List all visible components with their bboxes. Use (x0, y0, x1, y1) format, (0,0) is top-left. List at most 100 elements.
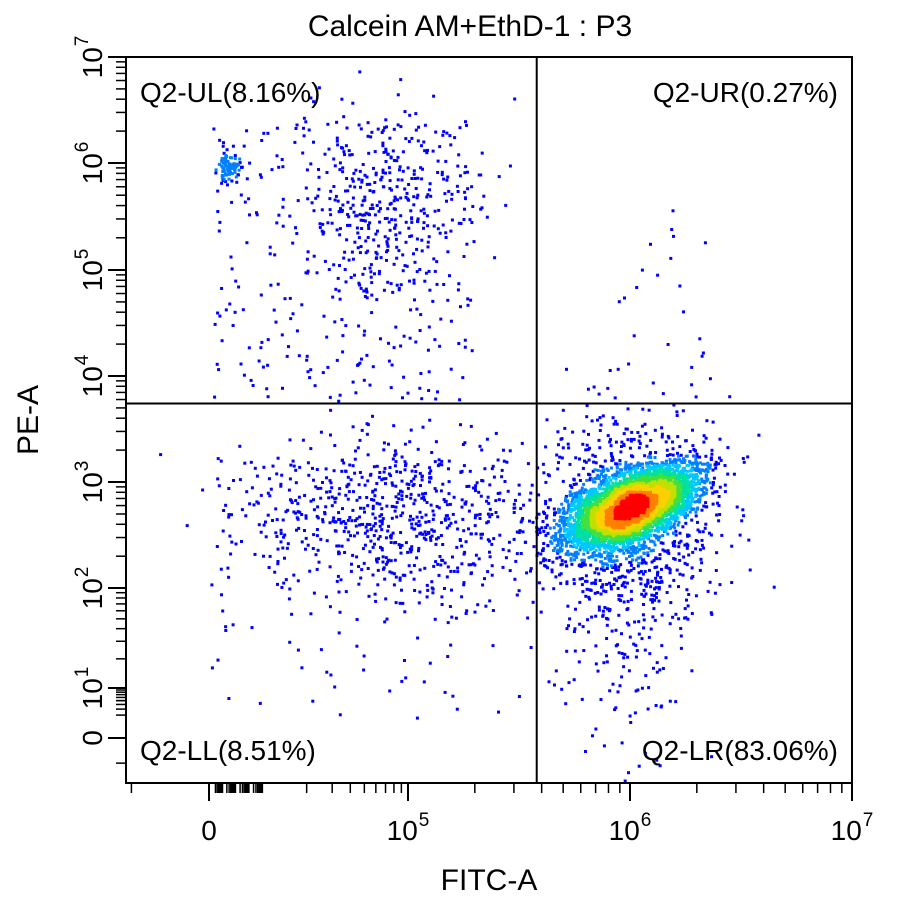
event-point (436, 159, 440, 163)
event-point (383, 217, 387, 220)
event-point (412, 252, 415, 256)
event-point (677, 472, 681, 476)
event-point (621, 582, 625, 586)
event-point (631, 578, 635, 582)
event-point (618, 684, 622, 688)
event-point (572, 630, 576, 633)
event-point (620, 652, 624, 655)
event-point (675, 495, 679, 499)
event-point (490, 467, 494, 471)
event-point (397, 492, 401, 496)
event-point (605, 485, 609, 489)
event-point (488, 483, 492, 487)
event-point (603, 491, 607, 494)
event-point (378, 269, 381, 273)
event-point (378, 514, 382, 518)
event-point (387, 359, 391, 363)
event-point (627, 362, 631, 366)
event-point (604, 534, 608, 538)
event-point (287, 488, 291, 492)
event-point (665, 564, 669, 568)
event-point (567, 681, 571, 685)
event-point (464, 165, 468, 169)
event-point (624, 463, 628, 467)
event-point (679, 469, 683, 473)
event-point (434, 560, 438, 564)
event-point (255, 211, 258, 215)
event-point (676, 488, 680, 492)
event-point (419, 484, 422, 487)
event-point (339, 207, 342, 211)
event-point (643, 751, 647, 755)
event-point (569, 507, 573, 511)
event-point (403, 442, 407, 446)
event-point (616, 367, 620, 371)
event-point (232, 163, 236, 166)
event-point (575, 546, 578, 549)
event-point (648, 478, 652, 482)
event-point (605, 623, 609, 627)
event-point (410, 522, 414, 526)
event-point (677, 545, 681, 549)
event-point (447, 459, 451, 463)
event-point (387, 166, 391, 170)
event-point (576, 525, 580, 529)
event-point (417, 125, 421, 129)
event-point (239, 362, 243, 366)
event-point (328, 208, 332, 212)
event-point (488, 539, 491, 543)
event-point (447, 492, 451, 496)
event-point (276, 582, 279, 586)
event-point (328, 479, 332, 483)
event-point (358, 251, 362, 255)
event-point (693, 467, 697, 471)
event-point (557, 461, 560, 465)
event-point (384, 536, 388, 540)
event-point (347, 530, 351, 534)
event-point (413, 177, 417, 180)
event-point (645, 478, 649, 482)
event-point (553, 546, 557, 550)
event-point (653, 543, 657, 547)
event-point (375, 298, 379, 302)
event-point (332, 185, 336, 188)
event-point (441, 482, 445, 486)
event-point (702, 492, 706, 496)
event-point (262, 554, 265, 558)
event-point (385, 240, 389, 244)
event-point (449, 143, 453, 147)
event-point (239, 193, 243, 197)
event-point (457, 342, 461, 345)
event-point (717, 462, 721, 466)
event-point (643, 570, 647, 573)
event-point (434, 542, 438, 546)
event-point (553, 513, 556, 517)
event-point (376, 583, 380, 587)
event-point (407, 483, 411, 486)
event-point (623, 652, 627, 656)
event-point (494, 511, 498, 514)
event-point (601, 465, 605, 469)
event-point (615, 470, 619, 474)
event-point (391, 149, 395, 153)
event-point (636, 471, 640, 475)
event-point (631, 541, 634, 545)
event-point (372, 524, 376, 528)
event-point (741, 457, 745, 460)
event-point (605, 531, 609, 535)
event-point (544, 445, 548, 449)
event-point (684, 502, 688, 506)
event-point (611, 455, 614, 459)
event-point (681, 487, 685, 491)
event-point (613, 489, 617, 493)
event-point (653, 456, 657, 459)
event-point (281, 546, 285, 550)
event-point (319, 496, 323, 500)
event-point (426, 348, 430, 352)
event-point (418, 510, 422, 514)
event-point (504, 203, 508, 207)
event-point (694, 490, 698, 494)
event-point (664, 466, 668, 470)
event-point (581, 524, 585, 528)
event-point (634, 551, 637, 555)
